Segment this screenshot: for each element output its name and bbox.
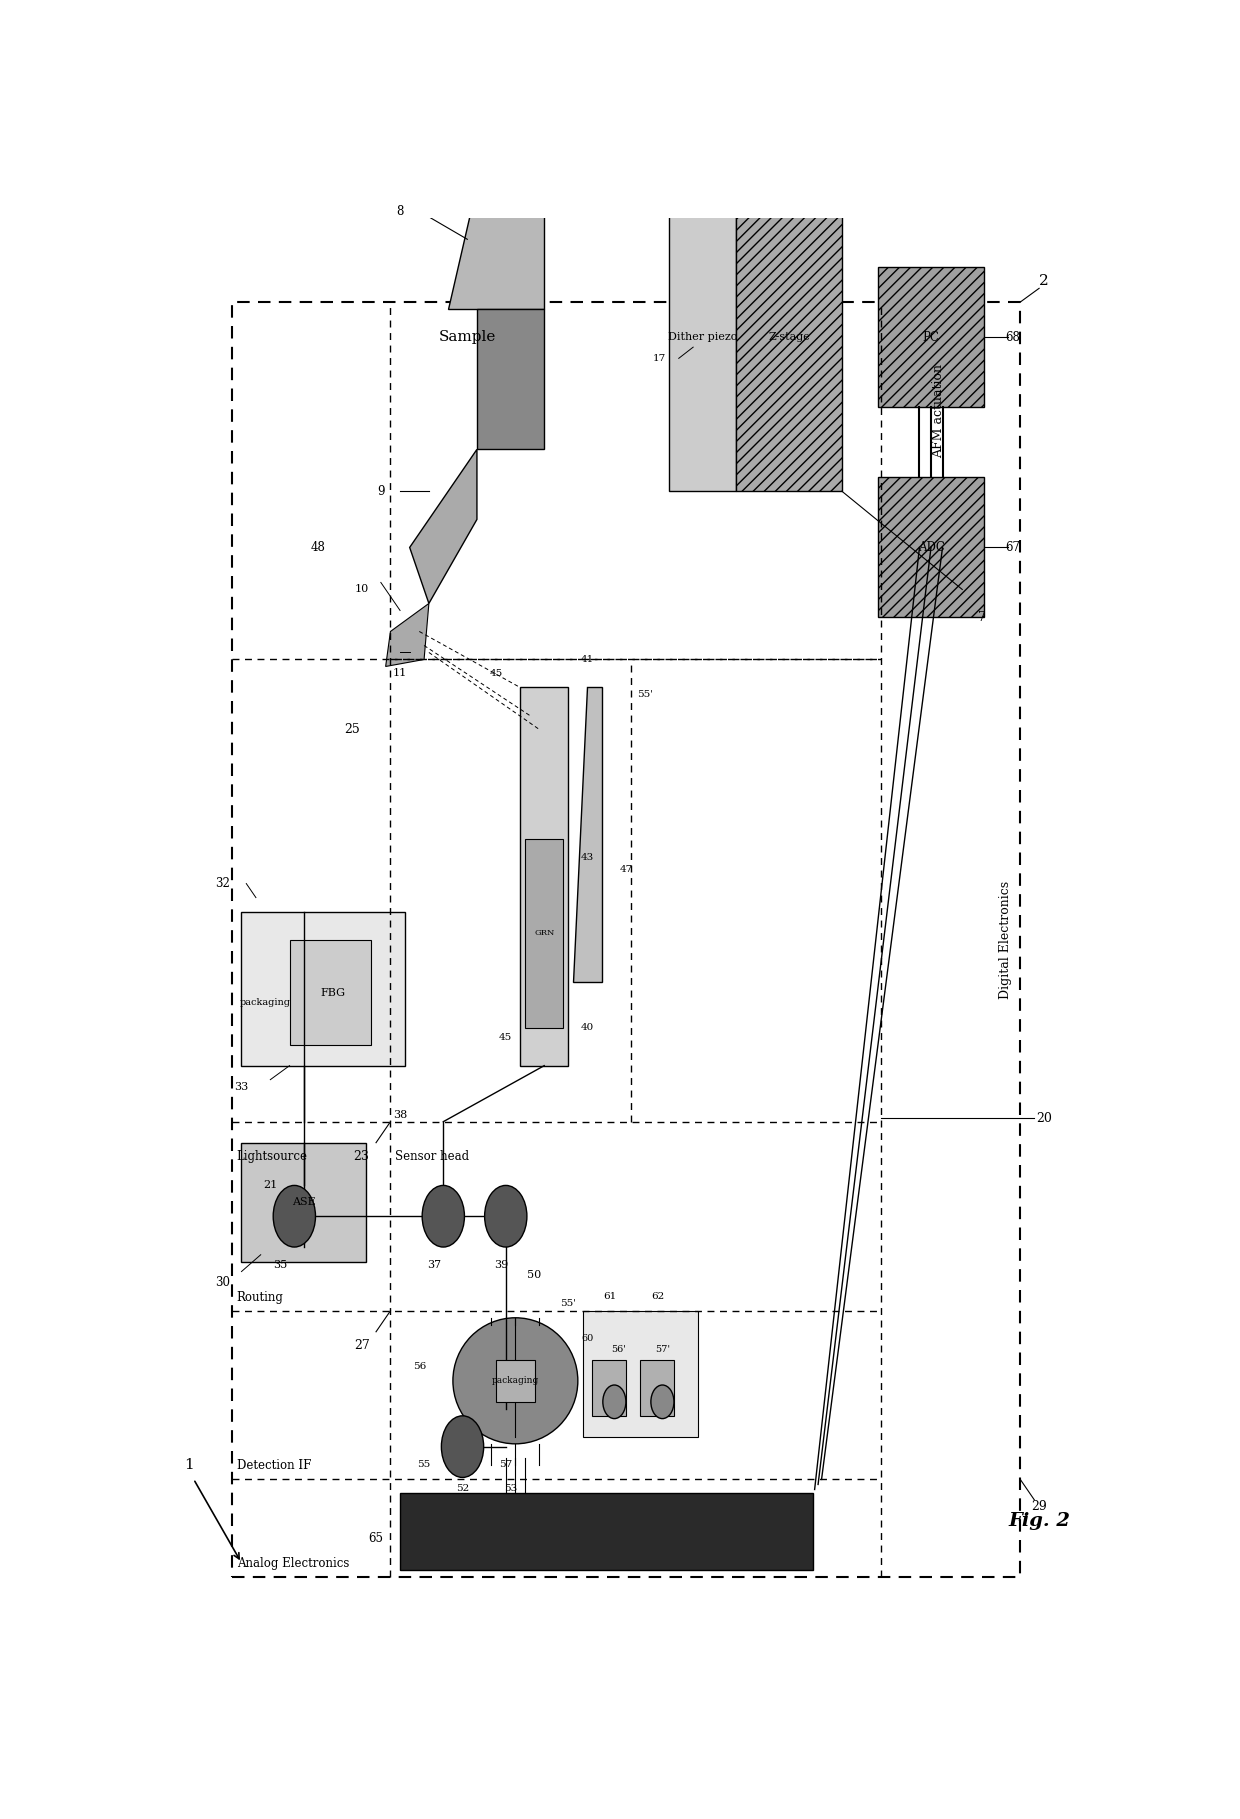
Bar xyxy=(242,911,404,1066)
Bar xyxy=(737,71,842,491)
Text: Sample: Sample xyxy=(439,331,496,344)
Polygon shape xyxy=(477,309,544,449)
Text: 45: 45 xyxy=(500,1033,512,1042)
Text: 20: 20 xyxy=(1035,1111,1052,1124)
Text: ADC: ADC xyxy=(918,540,945,555)
Circle shape xyxy=(441,1415,484,1477)
Text: Fig. 2: Fig. 2 xyxy=(1008,1512,1070,1530)
Text: Dither piezo: Dither piezo xyxy=(668,333,738,342)
Text: 1: 1 xyxy=(184,1457,193,1472)
Bar xyxy=(640,1361,675,1415)
Text: FBG: FBG xyxy=(320,988,345,999)
Text: 55': 55' xyxy=(560,1299,577,1308)
Text: 11: 11 xyxy=(393,669,407,678)
Text: 57': 57' xyxy=(655,1346,670,1355)
Bar xyxy=(242,1142,367,1262)
Text: 47: 47 xyxy=(619,866,632,875)
Text: 38: 38 xyxy=(393,1110,407,1121)
Text: 2: 2 xyxy=(1039,275,1049,287)
Text: Digital Electronics: Digital Electronics xyxy=(999,880,1012,999)
Bar xyxy=(670,71,737,491)
Bar xyxy=(401,1493,813,1570)
Text: 35: 35 xyxy=(273,1261,286,1270)
Text: Z-stage: Z-stage xyxy=(769,333,810,342)
Bar xyxy=(878,267,983,407)
Text: 68: 68 xyxy=(1006,331,1021,344)
Text: packaging: packaging xyxy=(492,1377,539,1386)
Text: 55': 55' xyxy=(637,689,653,698)
Text: 7: 7 xyxy=(977,611,986,624)
Text: 9: 9 xyxy=(377,486,384,498)
Bar xyxy=(525,839,563,1028)
Text: 41: 41 xyxy=(580,655,594,664)
Text: 50: 50 xyxy=(527,1270,542,1281)
Polygon shape xyxy=(573,688,601,982)
Text: Detection IF: Detection IF xyxy=(237,1459,311,1472)
Text: 23: 23 xyxy=(353,1150,370,1162)
Bar xyxy=(521,688,568,1066)
Text: 39: 39 xyxy=(494,1261,508,1270)
Bar xyxy=(496,1361,534,1402)
Text: 10: 10 xyxy=(355,584,368,595)
Text: 33: 33 xyxy=(234,1082,248,1091)
Text: 57: 57 xyxy=(500,1461,512,1470)
Circle shape xyxy=(422,1186,465,1248)
Text: 45: 45 xyxy=(490,669,502,678)
Text: 27: 27 xyxy=(353,1339,370,1352)
Polygon shape xyxy=(448,184,544,309)
Text: 43: 43 xyxy=(580,853,594,862)
Text: 52: 52 xyxy=(456,1484,469,1493)
Text: Lightsource: Lightsource xyxy=(237,1150,308,1162)
Text: AFM actuation: AFM actuation xyxy=(931,364,945,458)
Text: 56: 56 xyxy=(413,1362,425,1372)
Bar xyxy=(878,477,983,617)
Text: 62: 62 xyxy=(651,1291,665,1301)
Text: 21: 21 xyxy=(263,1181,278,1190)
Text: packaging: packaging xyxy=(241,999,291,1008)
Text: 60: 60 xyxy=(582,1335,594,1342)
Circle shape xyxy=(651,1384,675,1419)
Text: Sensor head: Sensor head xyxy=(396,1150,470,1162)
Text: 17: 17 xyxy=(653,355,666,362)
Bar xyxy=(583,1311,698,1437)
Bar xyxy=(290,940,371,1044)
Text: 25: 25 xyxy=(345,722,360,737)
Text: 55: 55 xyxy=(418,1461,430,1470)
Text: GRN: GRN xyxy=(534,930,554,937)
Text: 53: 53 xyxy=(503,1484,517,1493)
Text: 30: 30 xyxy=(215,1277,229,1290)
Text: 56': 56' xyxy=(611,1346,626,1355)
Text: 65: 65 xyxy=(368,1532,383,1544)
Text: 67: 67 xyxy=(1006,540,1021,555)
Bar xyxy=(593,1361,626,1415)
Circle shape xyxy=(485,1186,527,1248)
Circle shape xyxy=(273,1186,315,1248)
Text: 29: 29 xyxy=(1032,1501,1047,1513)
Text: Analog Electronics: Analog Electronics xyxy=(237,1557,350,1570)
Text: PC: PC xyxy=(923,331,940,344)
Text: ASE: ASE xyxy=(293,1197,316,1208)
Bar xyxy=(232,302,1019,1577)
Text: Routing: Routing xyxy=(237,1291,284,1304)
Polygon shape xyxy=(386,604,429,666)
Ellipse shape xyxy=(453,1317,578,1444)
Text: 37: 37 xyxy=(427,1261,440,1270)
Text: 61: 61 xyxy=(603,1291,616,1301)
Text: 8: 8 xyxy=(397,206,404,218)
Circle shape xyxy=(603,1384,626,1419)
Text: 48: 48 xyxy=(311,540,326,555)
Polygon shape xyxy=(409,449,477,604)
Text: 32: 32 xyxy=(215,877,229,889)
Text: 40: 40 xyxy=(580,1024,594,1033)
